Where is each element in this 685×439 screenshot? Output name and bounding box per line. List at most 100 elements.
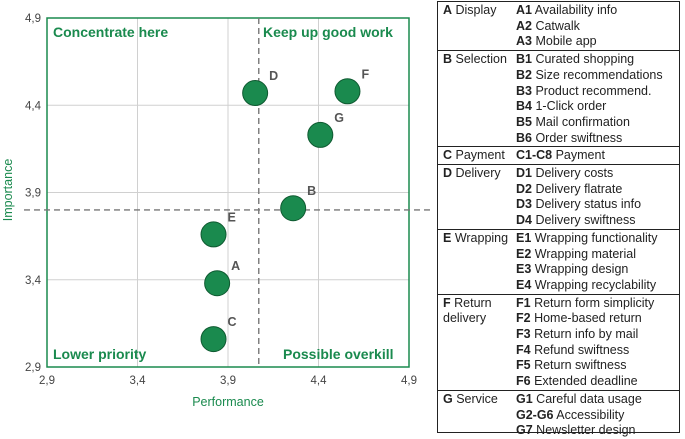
legend-group-name: Selection: [452, 52, 507, 67]
legend-group-label: A Display: [438, 2, 516, 50]
legend-group-name: Payment: [452, 148, 505, 163]
legend-item-code: F5: [516, 358, 531, 373]
legend-item-code: B4: [516, 99, 532, 114]
legend-item: A1 Availability info: [516, 3, 679, 19]
legend-item: D2 Delivery flatrate: [516, 182, 679, 198]
point-f: [334, 78, 361, 105]
legend-item-text: Return info by mail: [530, 327, 639, 342]
plot-border: [46, 17, 410, 368]
legend-group-code: C: [443, 148, 453, 163]
legend-item: G7 Newsletter design: [516, 423, 679, 439]
performance-importance-chart: 2,92,9 3,4 3,4 3,9 3,9 4,4 4,4 4,9 4,9 A B C D E F G C…: [1, 13, 432, 409]
y-tick-label: 3,9: [25, 188, 41, 200]
point-c: [200, 326, 227, 353]
legend-item: B1 Curated shopping: [516, 52, 679, 68]
legend-table: A Display A1 Availability info A2 Catwalk A…: [437, 1, 680, 437]
legend-item-code: B1: [516, 52, 532, 67]
data-points: A B C D E F G: [200, 67, 369, 353]
axis-ticks: 2,92,9 3,4 3,4 3,9 3,9 4,4 4,4 4,9 4,9: [25, 13, 417, 387]
legend-item-code: E1: [516, 230, 532, 245]
legend-item-code: F4: [516, 342, 531, 357]
legend-item-text: Return swiftness: [530, 358, 627, 373]
legend-item: F6 Extended deadline: [516, 374, 679, 390]
legend-item: F5 Return swiftness: [516, 358, 679, 374]
legend-item-code: E2: [516, 246, 532, 261]
legend-group-a: A Display A1 Availability info A2 Catwalk A…: [438, 2, 679, 52]
legend-item: B2 Size recommendations: [516, 68, 679, 84]
legend-item-text: Mail confirmation: [531, 114, 630, 129]
point-d: [242, 80, 269, 107]
x-tick-label: 2,9: [39, 375, 55, 387]
legend-item-text: Mobile app: [531, 34, 597, 49]
legend-item: D4 Delivery swiftness: [516, 213, 679, 229]
legend-item-text: Delivery flatrate: [531, 181, 623, 196]
quadrant-label-top-right: Keep up good work: [263, 24, 393, 40]
point-g: [307, 121, 334, 148]
legend-item-code: D3: [516, 197, 532, 212]
legend-item: E3 Wrapping design: [516, 262, 679, 278]
legend-item: F3 Return info by mail: [516, 327, 679, 343]
legend-item-text: Delivery status info: [531, 197, 642, 212]
legend-item-text: Return form simplicity: [530, 295, 655, 310]
legend-group-label: C Payment: [438, 147, 516, 164]
legend-item-text: Delivery swiftness: [531, 213, 636, 228]
legend-item-text: Wrapping functionality: [531, 230, 658, 245]
legend-group-name: Display: [452, 3, 497, 17]
x-tick-label: 4,9: [401, 375, 417, 387]
legend-item-text: Wrapping recyclability: [531, 277, 657, 292]
legend-group-code: G: [443, 391, 453, 406]
point-e: [200, 221, 227, 248]
legend-item-text: Order swiftness: [531, 130, 623, 145]
point-label-g: G: [334, 111, 344, 125]
point-label-f: F: [361, 67, 369, 81]
legend-group-label: D Delivery: [438, 165, 516, 229]
legend-item: A2 Catwalk: [516, 19, 679, 35]
legend-item: B6 Order swiftness: [516, 131, 679, 147]
legend-group-c: C Payment C1-C8 Payment: [438, 147, 679, 166]
legend-item: B3 Product recommend.: [516, 84, 679, 100]
legend-item-code: B6: [516, 130, 532, 145]
legend-item-text: Wrapping material: [531, 246, 636, 261]
legend-item-code: A2: [516, 18, 532, 33]
legend-item-text: Catwalk: [531, 18, 580, 33]
point-label-b: B: [307, 184, 316, 198]
legend-item-code: D4: [516, 213, 532, 228]
quadrant-label-bottom-right: Possible overkill: [283, 346, 394, 362]
legend-item-code: F3: [516, 327, 531, 342]
y-tick-label: 4,9: [25, 13, 41, 25]
legend-item-text: Payment: [552, 148, 605, 163]
legend-item-code: G2-G6: [516, 407, 554, 422]
legend-item-code: B5: [516, 114, 532, 129]
legend-group-label: G Service: [438, 391, 516, 439]
point-label-e: E: [228, 210, 236, 224]
legend-item-text: Refund swiftness: [530, 342, 630, 357]
legend-item-code: D2: [516, 181, 532, 196]
legend-item: B5 Mail confirmation: [516, 115, 679, 131]
legend-group-name: Service: [452, 391, 498, 406]
legend-item-code: A1: [516, 3, 532, 17]
legend-group-code: E: [443, 230, 452, 245]
legend-item: F4 Refund swiftness: [516, 343, 679, 359]
legend-group-d: D Delivery D1 Delivery costs D2 Delivery f…: [438, 165, 679, 230]
legend-group-code: F: [443, 295, 451, 310]
legend-item-code: F2: [516, 311, 531, 326]
legend-item-text: Accessibility: [553, 407, 625, 422]
legend-item-text: Extended deadline: [530, 374, 638, 389]
legend-item-code: F1: [516, 295, 531, 310]
x-tick-label: 3,9: [220, 375, 236, 387]
legend-group-code: A: [443, 3, 453, 17]
legend-item-code: A3: [516, 34, 532, 49]
legend-item-code: E3: [516, 262, 532, 277]
legend-group-f: F Return delivery F1 Return form simplici…: [438, 295, 679, 391]
legend-item: E4 Wrapping recyclability: [516, 278, 679, 294]
legend-group-code: D: [443, 166, 453, 181]
quadrant-label-bottom-left: Lower priority: [53, 346, 147, 362]
legend-item: F1 Return form simplicity: [516, 296, 679, 312]
point-label-a: A: [231, 259, 240, 273]
x-tick-label: 3,4: [130, 375, 147, 387]
point-a: [204, 270, 231, 297]
legend-item-text: Newsletter design: [532, 423, 636, 438]
legend-item-code: B3: [516, 83, 532, 98]
legend-item-text: Size recommendations: [531, 67, 663, 82]
legend-group-code: B: [443, 52, 453, 67]
